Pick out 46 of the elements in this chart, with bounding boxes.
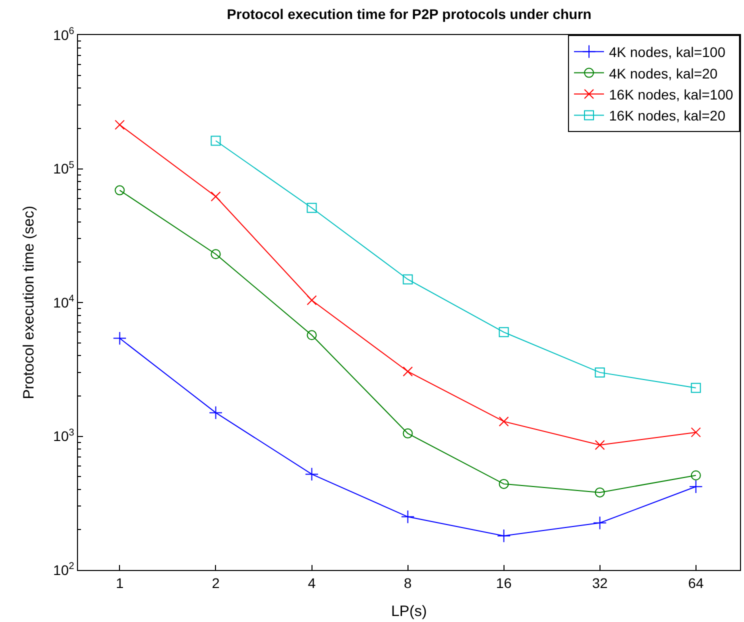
y-tick-label: 10$^{4}$ [53, 294, 75, 310]
chart-title: Protocol execution time for P2P protocols under churn [226, 6, 592, 22]
x-tick-label: 8 [404, 574, 412, 591]
point [304, 467, 319, 482]
y-tick-label: 10$^{5}$ [53, 160, 75, 177]
point [690, 470, 701, 480]
x-tick-label: 1 [116, 574, 124, 591]
point [210, 249, 221, 260]
x-tick-label: 16 [496, 574, 512, 591]
y-axis-title: Protocol execution time (sec) [20, 206, 38, 400]
point [210, 136, 221, 146]
point [498, 416, 509, 426]
legend-label: 16K nodes, kal=100 [609, 86, 734, 102]
point [497, 529, 511, 543]
point [402, 274, 413, 284]
point [114, 120, 125, 130]
point [498, 478, 509, 489]
point [594, 487, 605, 498]
legend-label: 4K nodes, kal=100 [609, 44, 726, 60]
point [401, 510, 415, 524]
x-tick-label: 64 [688, 574, 704, 591]
x-tick-label: 4 [308, 574, 316, 591]
point [306, 295, 317, 306]
point [498, 327, 509, 338]
point [208, 406, 223, 420]
point [594, 367, 605, 378]
y-tick-label: 10$^{2}$ [53, 561, 74, 578]
x-axis-title: LP(s) [391, 602, 427, 620]
point [306, 202, 317, 213]
point [402, 366, 413, 376]
point [690, 427, 701, 438]
point [689, 480, 703, 494]
point [112, 331, 127, 346]
point [306, 330, 317, 340]
point [593, 516, 607, 530]
y-tick-label: 10$^{3}$ [53, 427, 75, 444]
point [690, 382, 701, 393]
x-tick-label: 32 [592, 574, 608, 591]
point [114, 185, 125, 196]
point [402, 428, 413, 438]
legend-label: 4K nodes, kal=20 [609, 65, 718, 82]
point [210, 192, 221, 202]
legend-label: 16K nodes, kal=20 [609, 108, 726, 124]
y-tick-label: 10$^{6}$ [53, 26, 75, 43]
x-tick-label: 2 [212, 574, 220, 591]
point [594, 440, 605, 450]
